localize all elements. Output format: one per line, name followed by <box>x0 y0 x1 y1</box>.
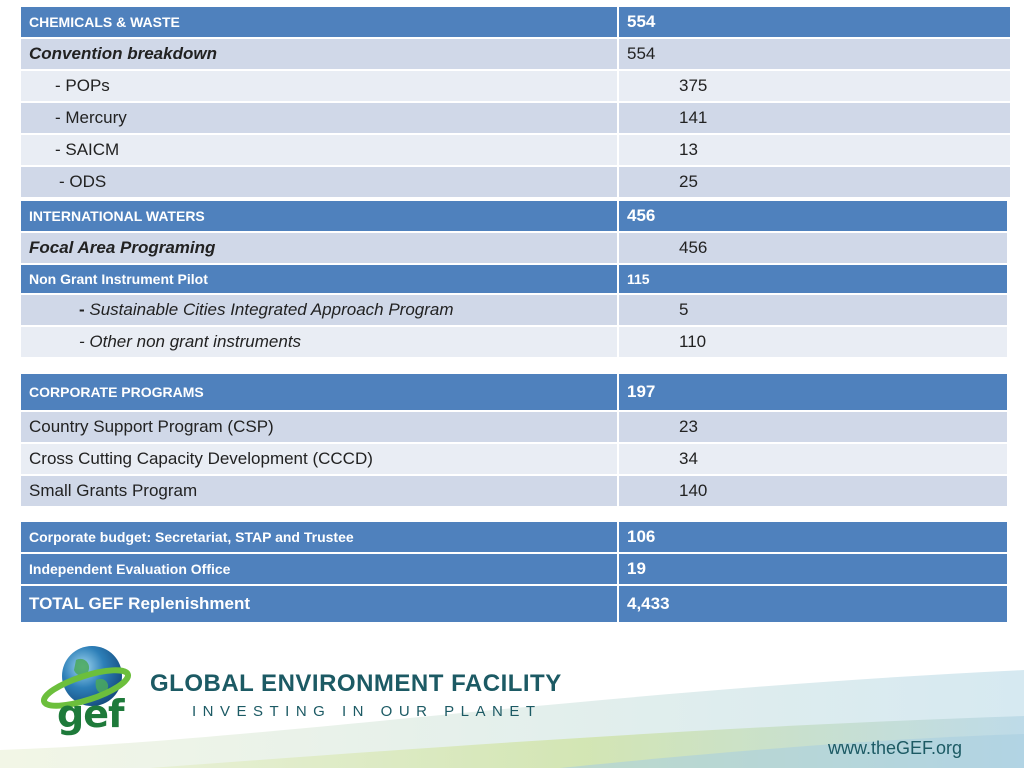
total-row: TOTAL GEF Replenishment 4,433 <box>19 584 1009 624</box>
row-value: 19 <box>617 552 1009 586</box>
table-row: - POPs 375 <box>19 69 1012 103</box>
table-row: - SAICM 13 <box>19 133 1012 167</box>
budget-table: Corporate budget: Secretariat, STAP and … <box>19 520 1009 624</box>
row-label: Independent Evaluation Office <box>19 552 619 586</box>
table-row: Focal Area Programing 456 <box>19 231 1009 265</box>
table-row: Country Support Program (CSP) 23 <box>19 410 1009 444</box>
row-label: - ODS <box>19 165 619 199</box>
total-label: TOTAL GEF Replenishment <box>19 584 619 624</box>
table-row: - ODS 25 <box>19 165 1012 199</box>
table-row: - Mercury 141 <box>19 101 1012 135</box>
row-label: Country Support Program (CSP) <box>19 410 619 444</box>
convention-breakdown-label: Convention breakdown <box>19 37 619 71</box>
focal-area-value: 456 <box>617 231 1009 265</box>
row-value: 13 <box>617 133 1012 167</box>
row-value: 375 <box>617 69 1012 103</box>
corporate-header-value: 197 <box>617 372 1009 412</box>
table-row: Independent Evaluation Office 19 <box>19 552 1009 586</box>
row-value: 23 <box>617 410 1009 444</box>
gef-logo-text: gef <box>57 692 125 736</box>
row-value: 25 <box>617 165 1012 199</box>
website-link[interactable]: www.theGEF.org <box>828 738 963 758</box>
footer-background <box>0 646 1024 768</box>
row-value: 5 <box>617 293 1009 327</box>
total-value: 4,433 <box>617 584 1009 624</box>
row-dash: - <box>79 300 90 319</box>
row-label: - POPs <box>19 69 619 103</box>
chemicals-header-value: 554 <box>617 5 1012 39</box>
nongrant-header-value: 115 <box>617 263 1009 295</box>
nongrant-header-row: Non Grant Instrument Pilot 115 <box>19 263 1009 295</box>
row-label-text: Sustainable Cities Integrated Approach P… <box>89 300 454 319</box>
row-label: Cross Cutting Capacity Development (CCCD… <box>19 442 619 476</box>
brand-title: GLOBAL ENVIRONMENT FACILITY <box>150 670 562 697</box>
table-row: Cross Cutting Capacity Development (CCCD… <box>19 442 1009 476</box>
nongrant-header-label: Non Grant Instrument Pilot <box>19 263 619 295</box>
corporate-programs-table: CORPORATE PROGRAMS 197 Country Support P… <box>19 372 1009 508</box>
table-row: - Other non grant instruments 110 <box>19 325 1009 359</box>
row-value: 110 <box>617 325 1009 359</box>
focal-area-label: Focal Area Programing <box>19 231 619 265</box>
waters-header-row: INTERNATIONAL WATERS 456 <box>19 199 1009 233</box>
chemicals-header-row: CHEMICALS & WASTE 554 <box>19 5 1012 39</box>
row-label: Small Grants Program <box>19 474 619 508</box>
convention-breakdown-value: 554 <box>617 37 1012 71</box>
row-value: 140 <box>617 474 1009 508</box>
table-row: Small Grants Program 140 <box>19 474 1009 508</box>
waters-header-label: INTERNATIONAL WATERS <box>19 199 619 233</box>
waters-header-value: 456 <box>617 199 1009 233</box>
row-value: 34 <box>617 442 1009 476</box>
row-label: - Other non grant instruments <box>19 325 619 359</box>
chemicals-waste-table: CHEMICALS & WASTE 554 Convention breakdo… <box>19 5 1012 199</box>
row-value: 106 <box>617 520 1009 554</box>
globe-icon <box>40 646 132 709</box>
chemicals-header-label: CHEMICALS & WASTE <box>19 5 619 39</box>
corporate-header-row: CORPORATE PROGRAMS 197 <box>19 372 1009 412</box>
table-row: Convention breakdown 554 <box>19 37 1012 71</box>
table-row: Corporate budget: Secretariat, STAP and … <box>19 520 1009 554</box>
table-row: - Sustainable Cities Integrated Approach… <box>19 293 1009 327</box>
row-label: Corporate budget: Secretariat, STAP and … <box>19 520 619 554</box>
brand-tagline: INVESTING IN OUR PLANET <box>192 703 542 720</box>
corporate-header-label: CORPORATE PROGRAMS <box>19 372 619 412</box>
row-label: - Sustainable Cities Integrated Approach… <box>19 293 619 327</box>
row-value: 141 <box>617 101 1012 135</box>
international-waters-table: INTERNATIONAL WATERS 456 Focal Area Prog… <box>19 199 1009 359</box>
row-label: - Mercury <box>19 101 619 135</box>
row-label: - SAICM <box>19 133 619 167</box>
